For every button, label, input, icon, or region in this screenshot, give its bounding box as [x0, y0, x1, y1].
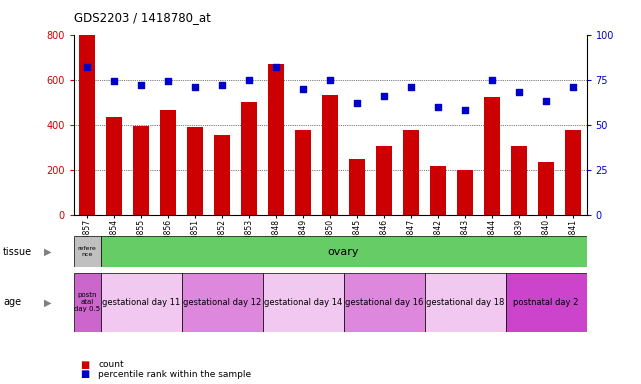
- Point: [379, 93, 389, 99]
- Bar: [538, 162, 554, 215]
- Text: ■: ■: [80, 369, 89, 379]
- Point: [136, 82, 146, 88]
- Text: count: count: [98, 360, 124, 369]
- Bar: [241, 102, 257, 215]
- Point: [217, 82, 228, 88]
- Text: ovary: ovary: [328, 247, 360, 257]
- Text: gestational day 16: gestational day 16: [345, 298, 423, 307]
- Point: [163, 78, 173, 84]
- Bar: [214, 135, 230, 215]
- Point: [460, 107, 470, 113]
- Text: gestational day 14: gestational day 14: [264, 298, 342, 307]
- Point: [82, 64, 92, 70]
- Bar: [511, 146, 527, 215]
- Bar: [133, 126, 149, 215]
- Bar: [484, 97, 500, 215]
- Bar: [106, 117, 122, 215]
- Point: [298, 86, 308, 92]
- Bar: [457, 170, 473, 215]
- Point: [433, 104, 443, 110]
- Text: gestational day 11: gestational day 11: [102, 298, 180, 307]
- Bar: [295, 131, 312, 215]
- Text: GDS2203 / 1418780_at: GDS2203 / 1418780_at: [74, 12, 211, 25]
- Point: [109, 78, 119, 84]
- Text: ■: ■: [80, 360, 89, 370]
- Text: postnatal day 2: postnatal day 2: [513, 298, 579, 307]
- Bar: [349, 159, 365, 215]
- Bar: [322, 96, 338, 215]
- Point: [406, 84, 416, 90]
- Bar: [160, 110, 176, 215]
- Text: postn
atal
day 0.5: postn atal day 0.5: [74, 292, 100, 313]
- Point: [271, 64, 281, 70]
- Text: ▶: ▶: [44, 297, 52, 308]
- Bar: [101, 273, 181, 332]
- Text: ▶: ▶: [44, 247, 52, 257]
- Bar: [424, 273, 506, 332]
- Point: [325, 77, 335, 83]
- Text: gestational day 12: gestational day 12: [183, 298, 262, 307]
- Text: age: age: [3, 297, 21, 308]
- Point: [541, 98, 551, 104]
- Bar: [187, 127, 203, 215]
- Point: [487, 77, 497, 83]
- Bar: [74, 273, 101, 332]
- Text: tissue: tissue: [3, 247, 32, 257]
- Point: [514, 89, 524, 95]
- Text: gestational day 18: gestational day 18: [426, 298, 504, 307]
- Bar: [263, 273, 344, 332]
- Bar: [506, 273, 587, 332]
- Text: refere
nce: refere nce: [78, 246, 97, 257]
- Bar: [268, 64, 284, 215]
- Bar: [565, 130, 581, 215]
- Bar: [403, 131, 419, 215]
- Text: percentile rank within the sample: percentile rank within the sample: [98, 370, 251, 379]
- Bar: [376, 146, 392, 215]
- Bar: [74, 236, 101, 267]
- Point: [244, 77, 254, 83]
- Point: [190, 84, 200, 90]
- Bar: [344, 273, 424, 332]
- Bar: [430, 166, 446, 215]
- Bar: [181, 273, 263, 332]
- Bar: [79, 35, 96, 215]
- Point: [352, 100, 362, 106]
- Point: [568, 84, 578, 90]
